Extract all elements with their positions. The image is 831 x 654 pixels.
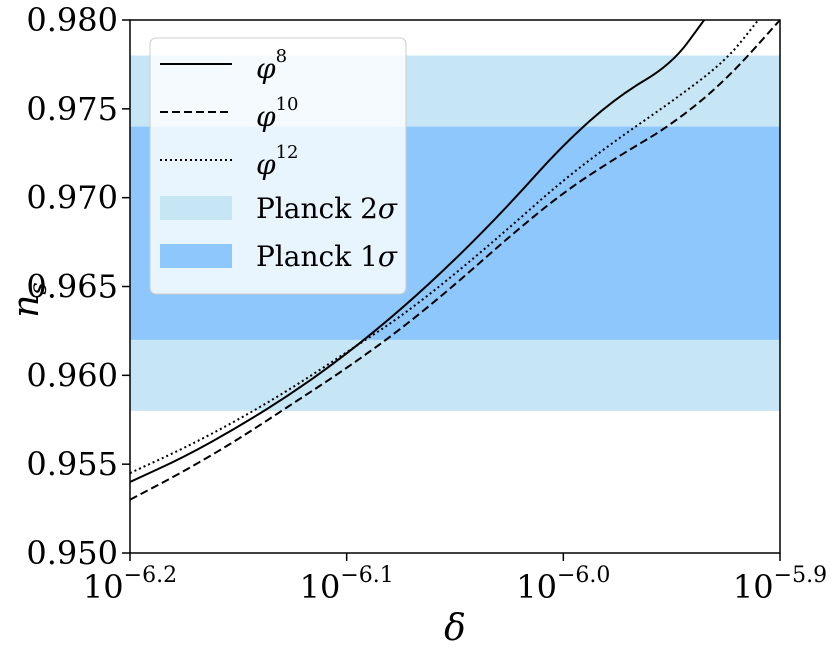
- x-axis-ticks: 10−6.2 10−6.1 10−6.0 10−5.9: [83, 553, 827, 606]
- legend-swatch-planck-1sigma: [160, 244, 232, 268]
- series-line-phi8: [130, 20, 705, 483]
- legend-label-planck-1sigma: Planck 1σ: [256, 240, 398, 273]
- y-tick-label: 0.950: [26, 534, 118, 572]
- legend-label-phi12: φ12: [256, 142, 299, 181]
- y-axis-ticks: 0.950 0.955 0.960 0.965 0.970 0.975 0.980: [26, 1, 130, 572]
- x-axis-label: δ: [444, 608, 466, 649]
- legend-label-phi10: φ10: [256, 94, 299, 133]
- legend-label-planck-2sigma: Planck 2σ: [256, 192, 398, 225]
- model-curves: [130, 20, 780, 501]
- legend-label-phi8: φ8: [256, 46, 287, 85]
- legend: φ8 φ10 φ12 Planck 2σ Planck 1σ: [149, 37, 407, 295]
- y-tick-label: 0.980: [26, 1, 118, 39]
- x-tick-label: 10−6.0: [516, 563, 610, 606]
- x-tick-label: 10−6.2: [83, 563, 177, 606]
- legend-box: [149, 37, 407, 295]
- y-tick-label: 0.960: [26, 356, 118, 394]
- y-tick-label: 0.965: [26, 268, 118, 306]
- legend-swatch-planck-2sigma: [160, 196, 232, 220]
- y-tick-label: 0.975: [26, 90, 118, 128]
- x-tick-label: 10−6.1: [300, 563, 394, 606]
- series-line-phi10: [130, 20, 780, 501]
- y-tick-label: 0.955: [26, 445, 118, 483]
- x-tick-label: 10−5.9: [733, 563, 827, 606]
- y-tick-label: 0.970: [26, 179, 118, 217]
- y-axis-label: ns: [6, 282, 52, 318]
- series-line-phi12: [130, 20, 760, 474]
